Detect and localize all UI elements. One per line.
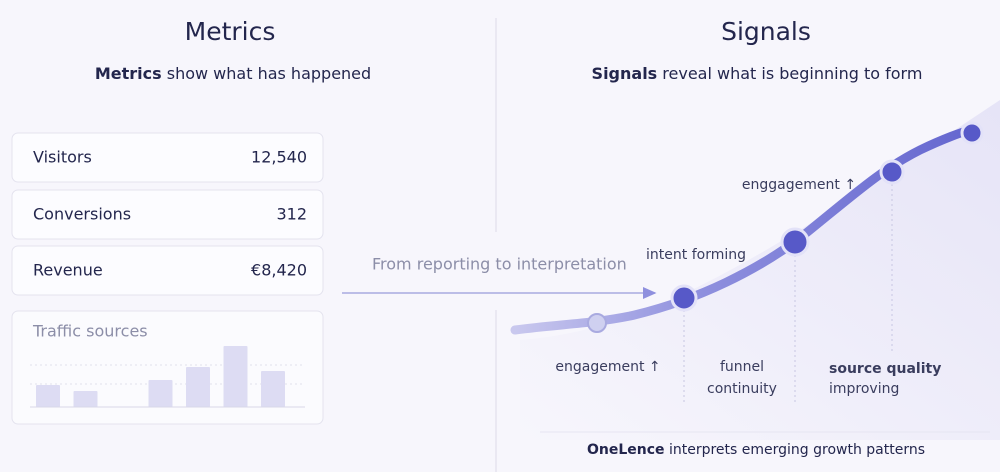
- signal-point: [780, 227, 810, 257]
- metric-label: Visitors: [33, 148, 92, 167]
- subtitle-bold: Signals: [592, 64, 658, 83]
- footer: OneLence interprets emerging growth patt…: [587, 442, 925, 458]
- metric-card: [11, 132, 324, 183]
- metric-label: Revenue: [33, 261, 103, 280]
- signal-label: intent forming: [646, 247, 746, 263]
- metric-card: [11, 245, 324, 296]
- traffic-bar: [36, 385, 60, 407]
- signal-label: source quality: [829, 361, 941, 377]
- signal-label: improving: [829, 381, 899, 397]
- metrics-title: Metrics: [185, 17, 276, 46]
- metric-value: 12,540: [251, 148, 307, 167]
- subtitle-rest: show what has happened: [167, 64, 371, 83]
- glow: [520, 100, 1000, 440]
- traffic-bar: [186, 367, 210, 407]
- footer-bold: OneLence: [587, 442, 665, 458]
- metric-value: 312: [276, 205, 307, 224]
- signal-label: continuity: [707, 381, 777, 397]
- signal-point: [670, 284, 698, 312]
- signals-subtitle: Signals reveal what is beginning to form: [592, 64, 923, 83]
- signal-label: funnel: [720, 359, 764, 375]
- traffic-bar: [223, 346, 248, 407]
- signal-point: [587, 313, 607, 333]
- subtitle-bold: Metrics: [95, 64, 162, 83]
- drop-lines: [683, 184, 893, 402]
- traffic-bar: [148, 380, 173, 407]
- footer-rest: interprets emerging growth patterns: [669, 442, 925, 458]
- subtitle-rest: reveal what is beginning to form: [662, 64, 922, 83]
- signal-point: [960, 121, 984, 145]
- metrics-subtitle: Metrics show what has happened: [95, 64, 371, 83]
- traffic-bar: [261, 371, 285, 407]
- traffic-bar: [73, 391, 98, 407]
- transition-label: From reporting to interpretation: [372, 255, 627, 274]
- metric-value: €8,420: [251, 261, 307, 280]
- metric-card: [11, 189, 324, 240]
- signal-point: [879, 159, 905, 185]
- signal-label: enggagement ↑: [742, 177, 856, 193]
- signals-title: Signals: [721, 17, 811, 46]
- metric-label: Conversions: [33, 205, 131, 224]
- traffic-title: Traffic sources: [32, 322, 148, 341]
- signal-label: engagement ↑: [555, 359, 660, 375]
